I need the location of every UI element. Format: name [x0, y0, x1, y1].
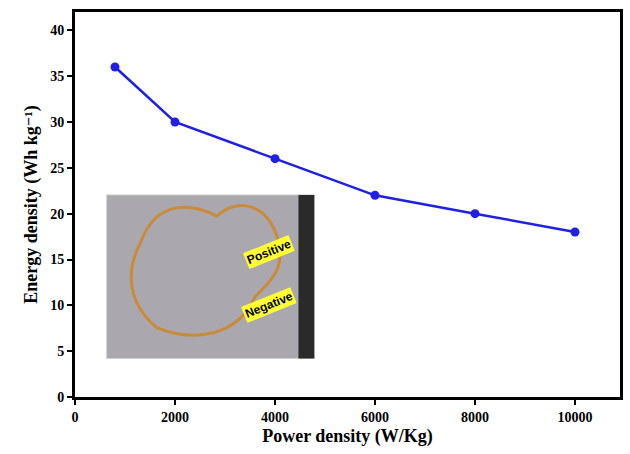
svg-text:Power density (W/Kg): Power density (W/Kg) — [262, 426, 433, 447]
svg-text:8000: 8000 — [461, 410, 489, 425]
svg-text:Energy density (Wh kg⁻¹): Energy density (Wh kg⁻¹) — [21, 105, 42, 303]
svg-text:10: 10 — [50, 298, 64, 313]
svg-text:5: 5 — [57, 344, 64, 359]
svg-text:25: 25 — [50, 161, 64, 176]
svg-text:4000: 4000 — [261, 410, 289, 425]
svg-text:40: 40 — [50, 23, 64, 38]
svg-text:35: 35 — [50, 69, 64, 84]
svg-text:30: 30 — [50, 115, 64, 130]
svg-text:Positive: Positive — [245, 237, 293, 267]
svg-text:0: 0 — [57, 390, 64, 405]
svg-text:10000: 10000 — [558, 410, 593, 425]
svg-text:2000: 2000 — [161, 410, 189, 425]
svg-text:6000: 6000 — [361, 410, 389, 425]
svg-text:Negative: Negative — [243, 289, 295, 321]
svg-text:0: 0 — [72, 410, 79, 425]
svg-text:20: 20 — [50, 207, 64, 222]
svg-text:15: 15 — [50, 252, 64, 267]
